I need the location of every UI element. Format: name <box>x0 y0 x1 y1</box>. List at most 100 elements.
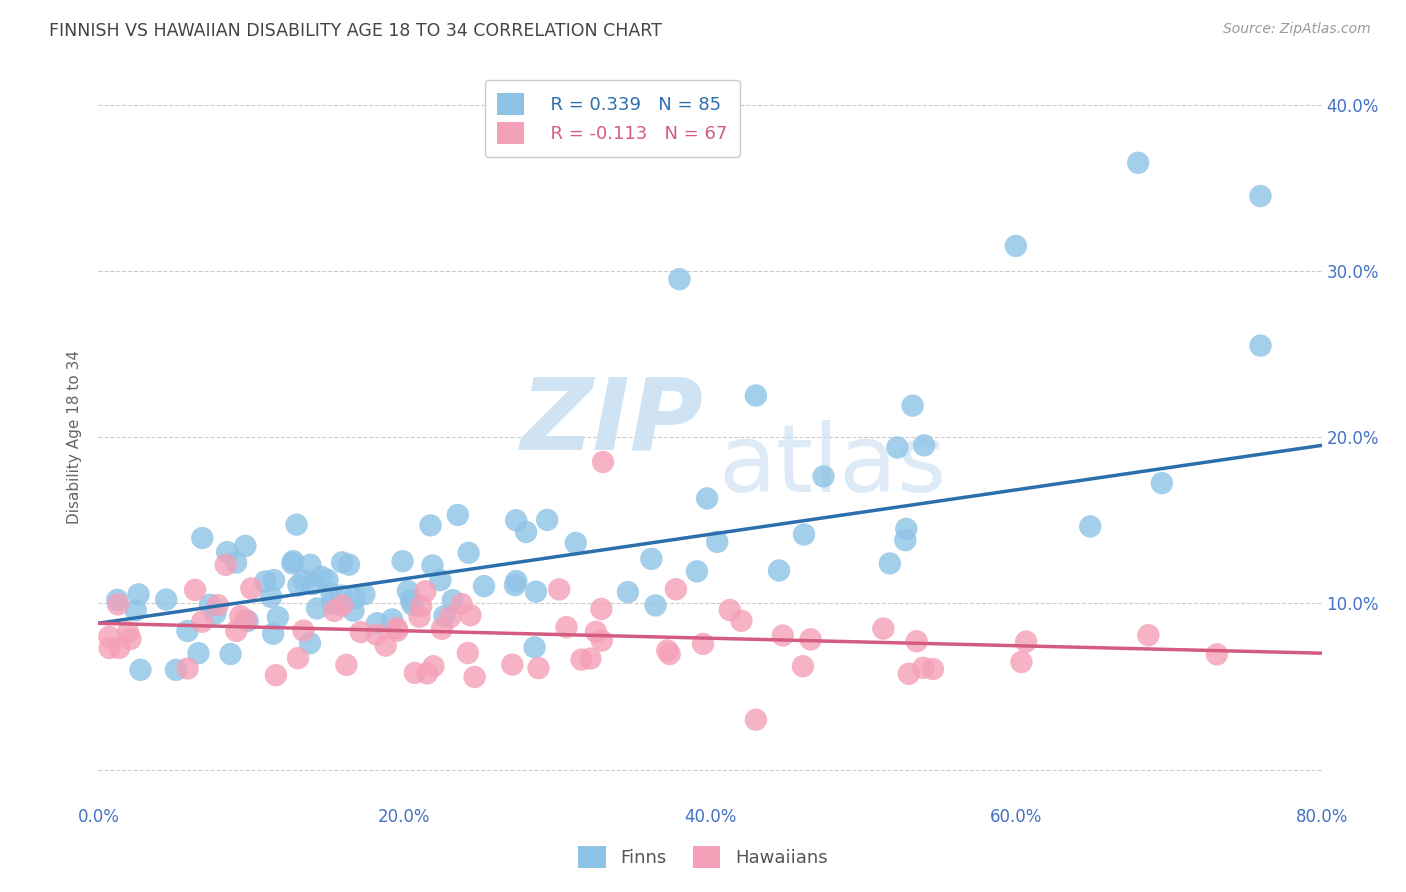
Point <box>429 573 451 587</box>
Point <box>401 598 423 612</box>
Point <box>287 651 309 665</box>
Point <box>391 554 413 568</box>
Point <box>548 582 571 597</box>
Point <box>235 613 257 627</box>
Point <box>385 621 408 635</box>
Point <box>422 659 444 673</box>
Point <box>399 593 422 607</box>
Point <box>229 609 252 624</box>
Point <box>176 661 198 675</box>
Point <box>1078 519 1101 533</box>
Point <box>501 657 523 672</box>
Point <box>617 585 640 599</box>
Point <box>1128 155 1150 169</box>
Point <box>585 624 607 639</box>
Point <box>381 612 404 626</box>
Point <box>411 599 433 613</box>
Point <box>896 522 918 536</box>
Point <box>668 272 690 286</box>
Point <box>128 587 150 601</box>
Point <box>198 598 221 612</box>
Text: Source: ZipAtlas.com: Source: ZipAtlas.com <box>1223 22 1371 37</box>
Point <box>527 661 550 675</box>
Legend:   R = 0.339   N = 85,   R = -0.113   N = 67: R = 0.339 N = 85, R = -0.113 N = 67 <box>485 80 740 157</box>
Point <box>665 582 688 597</box>
Point <box>283 554 305 568</box>
Point <box>430 622 453 636</box>
Point <box>215 558 238 572</box>
Point <box>800 632 823 647</box>
Point <box>505 513 527 527</box>
Point <box>105 592 128 607</box>
Point <box>98 630 121 644</box>
Point <box>1206 648 1229 662</box>
Point <box>264 668 287 682</box>
Point <box>460 608 482 623</box>
Point <box>191 615 214 629</box>
Point <box>813 469 835 483</box>
Point <box>292 574 315 588</box>
Point <box>793 527 815 541</box>
Point <box>98 640 121 655</box>
Point <box>523 640 546 655</box>
Point <box>644 599 666 613</box>
Point <box>439 610 461 624</box>
Point <box>745 388 768 402</box>
Point <box>155 592 177 607</box>
Point <box>330 589 353 603</box>
Point <box>350 625 373 640</box>
Text: atlas: atlas <box>718 420 946 512</box>
Point <box>692 637 714 651</box>
Point <box>107 597 129 611</box>
Point <box>879 557 901 571</box>
Point <box>912 661 935 675</box>
Point <box>187 646 209 660</box>
Point <box>260 590 283 604</box>
Point <box>330 555 353 569</box>
Point <box>225 624 247 638</box>
Point <box>236 614 259 628</box>
Point <box>901 399 924 413</box>
Point <box>894 533 917 548</box>
Point <box>591 602 613 616</box>
Point <box>472 579 495 593</box>
Point <box>524 584 547 599</box>
Point <box>191 531 214 545</box>
Point <box>447 508 470 522</box>
Point <box>330 599 353 613</box>
Point <box>316 573 339 587</box>
Point <box>129 663 152 677</box>
Point <box>592 455 614 469</box>
Point <box>396 584 419 599</box>
Point <box>366 616 388 631</box>
Point <box>564 536 586 550</box>
Point <box>706 534 728 549</box>
Point <box>387 624 409 638</box>
Point <box>311 570 333 584</box>
Point <box>457 546 479 560</box>
Point <box>912 438 935 452</box>
Point <box>374 639 396 653</box>
Point <box>217 545 239 559</box>
Point <box>305 601 328 615</box>
Point <box>1137 628 1160 642</box>
Point <box>254 574 277 589</box>
Point <box>503 578 526 592</box>
Point <box>922 662 945 676</box>
Point <box>772 628 794 642</box>
Text: FINNISH VS HAWAIIAN DISABILITY AGE 18 TO 34 CORRELATION CHART: FINNISH VS HAWAIIAN DISABILITY AGE 18 TO… <box>49 22 662 40</box>
Point <box>1249 189 1271 203</box>
Text: ZIP: ZIP <box>520 374 703 471</box>
Point <box>640 552 662 566</box>
Point <box>433 609 456 624</box>
Point <box>176 624 198 638</box>
Point <box>125 603 148 617</box>
Point <box>579 651 602 665</box>
Point <box>872 622 894 636</box>
Point <box>1015 634 1038 648</box>
Point <box>1004 239 1026 253</box>
Point <box>108 640 131 655</box>
Point <box>342 604 364 618</box>
Point <box>285 517 308 532</box>
Point <box>422 558 444 573</box>
